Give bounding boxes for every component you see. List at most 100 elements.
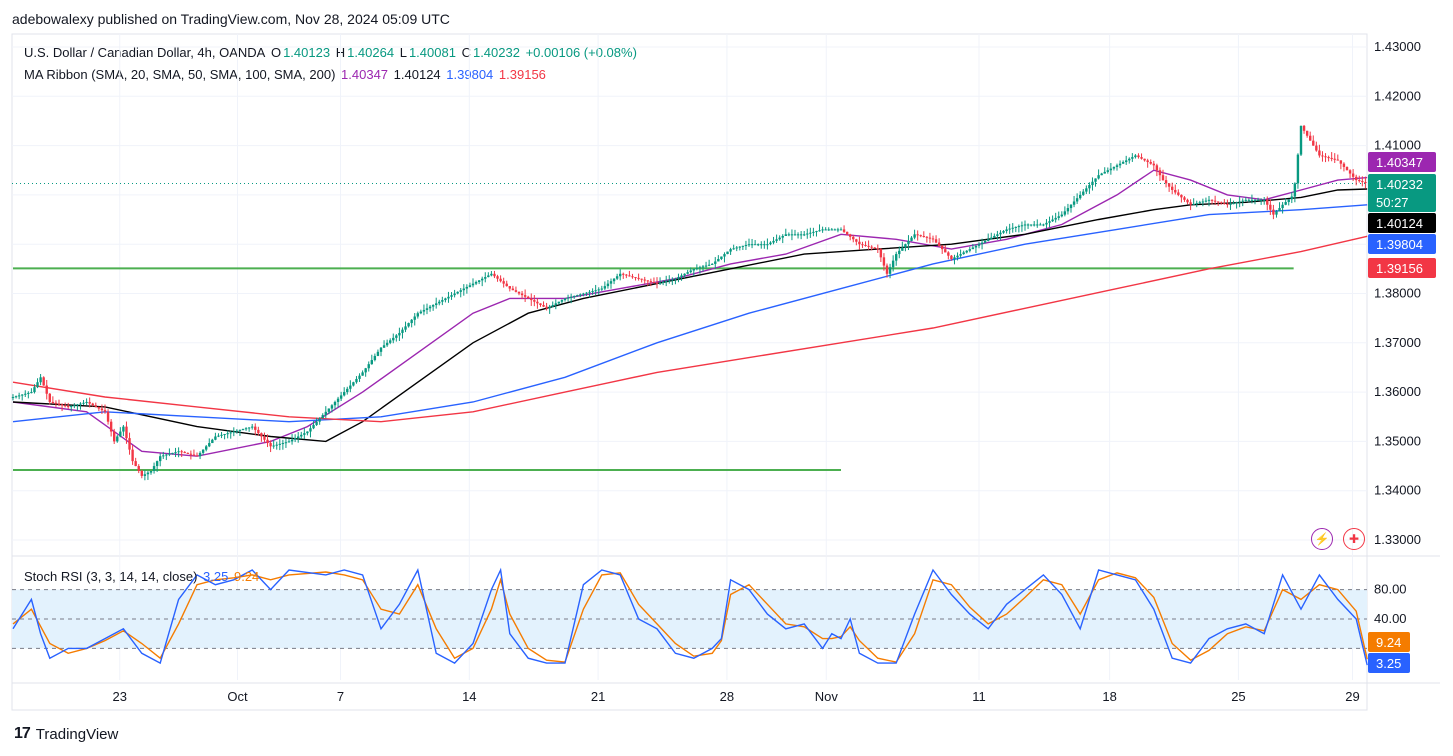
canada-flag-icon[interactable]: ✚ bbox=[1343, 528, 1365, 550]
time-tick-label: Oct bbox=[227, 689, 248, 704]
candle-body bbox=[1192, 203, 1195, 205]
candle-body bbox=[128, 438, 131, 450]
candle-body bbox=[824, 229, 827, 231]
candle-body bbox=[349, 385, 352, 389]
stoch-label: Stoch RSI (3, 3, 14, 14, close) bbox=[24, 569, 198, 584]
ma200-price-tag bbox=[1368, 258, 1436, 278]
candle-body bbox=[1180, 194, 1183, 198]
candle-body bbox=[450, 295, 453, 297]
candle-body bbox=[1131, 157, 1134, 159]
candle-body bbox=[1345, 166, 1349, 171]
candle-body bbox=[211, 439, 214, 444]
time-tick-label: 11 bbox=[972, 689, 986, 704]
candle-body bbox=[278, 443, 281, 445]
candle-body bbox=[395, 335, 398, 338]
candle-body bbox=[459, 290, 462, 292]
candle-body bbox=[159, 456, 162, 462]
candle-body bbox=[582, 293, 585, 295]
candle-body bbox=[1039, 224, 1042, 226]
candle-body bbox=[17, 395, 21, 397]
candle-body bbox=[198, 452, 202, 457]
candle-body bbox=[1312, 140, 1315, 146]
candle-body bbox=[784, 234, 787, 236]
candle-body bbox=[14, 396, 18, 398]
candle-body bbox=[1011, 227, 1014, 229]
candle-body bbox=[514, 290, 518, 292]
candle-body bbox=[612, 278, 616, 282]
candle-body bbox=[343, 392, 346, 396]
bar-countdown: 50:27 bbox=[1376, 195, 1409, 210]
candle-body bbox=[152, 466, 156, 471]
candle-body bbox=[796, 234, 800, 236]
candle-body bbox=[1238, 201, 1241, 203]
candle-body bbox=[1241, 200, 1244, 202]
candle-body bbox=[711, 263, 714, 265]
stoch-tick-label: 80.00 bbox=[1374, 582, 1407, 597]
candle-body bbox=[747, 244, 751, 246]
candle-body bbox=[1309, 135, 1312, 141]
candle-body bbox=[435, 303, 438, 306]
candle-body bbox=[131, 449, 134, 462]
candle-body bbox=[376, 351, 380, 356]
candle-body bbox=[680, 275, 683, 278]
candle-body bbox=[165, 454, 168, 456]
ma100-price-tag bbox=[1368, 234, 1436, 254]
candle-body bbox=[649, 281, 653, 283]
candle-body bbox=[1183, 197, 1186, 200]
candle-body bbox=[91, 403, 94, 406]
candle-body bbox=[456, 291, 459, 294]
candle-body bbox=[106, 411, 110, 422]
time-tick-label: 21 bbox=[591, 689, 605, 704]
candle-body bbox=[1112, 166, 1116, 169]
candle-body bbox=[741, 245, 745, 247]
time-tick-label: 25 bbox=[1231, 689, 1245, 704]
candle-body bbox=[707, 264, 711, 266]
candle-body bbox=[1336, 159, 1339, 161]
candle-body bbox=[275, 444, 278, 446]
candle-body bbox=[208, 443, 211, 447]
candle-body bbox=[1082, 191, 1085, 195]
candle-body bbox=[879, 249, 883, 258]
candle-body bbox=[416, 313, 419, 317]
candle-body bbox=[738, 246, 741, 248]
candle-body bbox=[980, 242, 984, 245]
candle-body bbox=[306, 431, 309, 434]
candle-body bbox=[1054, 217, 1057, 220]
candle-body bbox=[867, 245, 870, 247]
candle-body bbox=[523, 295, 527, 297]
candle-body bbox=[214, 436, 217, 440]
candle-body bbox=[137, 466, 140, 471]
candle-body bbox=[1223, 203, 1226, 205]
candle-body bbox=[1247, 199, 1251, 201]
candle-body bbox=[1060, 214, 1063, 217]
candle-body bbox=[913, 234, 916, 238]
candle-body bbox=[247, 427, 251, 429]
candle-body bbox=[950, 255, 953, 259]
candle-body bbox=[977, 244, 981, 246]
candle-body bbox=[640, 278, 643, 280]
candle-body bbox=[1085, 188, 1088, 192]
candle-body bbox=[1137, 155, 1140, 158]
candle-body bbox=[1281, 204, 1284, 209]
candle-body bbox=[398, 332, 401, 336]
time-tick-label: Nov bbox=[815, 689, 839, 704]
candle-body bbox=[502, 281, 505, 284]
candle-body bbox=[330, 405, 334, 409]
candle-body bbox=[63, 405, 67, 407]
candle-body bbox=[1244, 199, 1247, 201]
stoch-legend: Stoch RSI (3, 3, 14, 14, close) 3.25 9.2… bbox=[24, 569, 261, 584]
candle-body bbox=[1094, 178, 1097, 182]
candle-body bbox=[88, 401, 91, 404]
candle-body bbox=[959, 254, 962, 256]
price-tick-label: 1.33000 bbox=[1374, 532, 1421, 547]
lightning-icon[interactable]: ⚡ bbox=[1311, 528, 1333, 550]
candle-body bbox=[1299, 125, 1303, 155]
candle-body bbox=[1342, 163, 1346, 167]
stoch-k-tag-text: 3.25 bbox=[1376, 656, 1401, 671]
candle-body bbox=[815, 231, 818, 233]
candle-body bbox=[192, 454, 196, 456]
candle-body bbox=[1029, 224, 1033, 226]
candle-body bbox=[1278, 208, 1281, 212]
brand-name: TradingView bbox=[35, 725, 119, 743]
